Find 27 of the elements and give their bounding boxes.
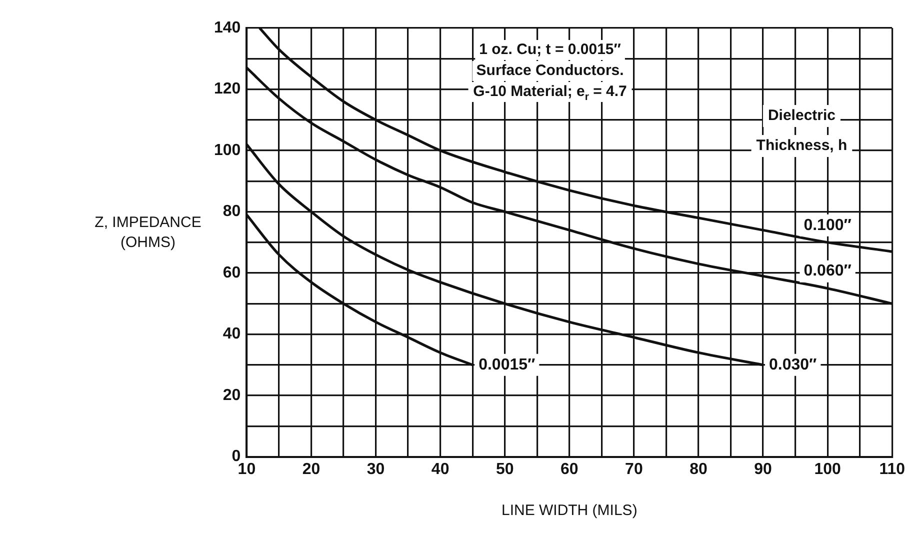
y-tick-label: 100: [214, 142, 241, 159]
x-tick-label: 40: [431, 460, 450, 478]
series-label: 0.100″: [804, 216, 852, 234]
series-label: 0.030″: [769, 356, 818, 374]
y-tick-label: 140: [214, 19, 241, 36]
x-tick-label: 70: [625, 460, 643, 478]
y-tick-label: 120: [214, 80, 241, 98]
y-axis-title: Z, IMPEDANCE (OHMS): [94, 213, 202, 253]
annotation: 1 oz. Cu; t = 0.0015″: [479, 41, 621, 58]
annotation: Surface Conductors.: [476, 62, 624, 80]
series-label: 0.0015″: [478, 356, 536, 374]
x-tick-label: 10: [238, 460, 256, 478]
y-tick-label: 20: [222, 386, 241, 404]
x-tick-label: 60: [560, 460, 578, 478]
x-tick-label: 80: [690, 460, 708, 478]
x-tick-label: 20: [302, 460, 320, 478]
x-tick-label: 110: [879, 460, 906, 478]
y-tick-label: 60: [222, 264, 241, 282]
y-tick-label: 80: [222, 203, 241, 220]
legend-title: Dielectric Thickness, h: [756, 107, 848, 154]
y-tick-label: 40: [222, 326, 241, 343]
x-tick-label: 30: [366, 460, 385, 478]
x-axis-title: LINE WIDTH (MILS): [501, 502, 638, 520]
series-label: 0.060″: [804, 262, 852, 280]
x-tick-label: 100: [814, 460, 841, 478]
x-tick-label: 50: [496, 460, 514, 478]
x-tick-label: 90: [754, 460, 772, 478]
